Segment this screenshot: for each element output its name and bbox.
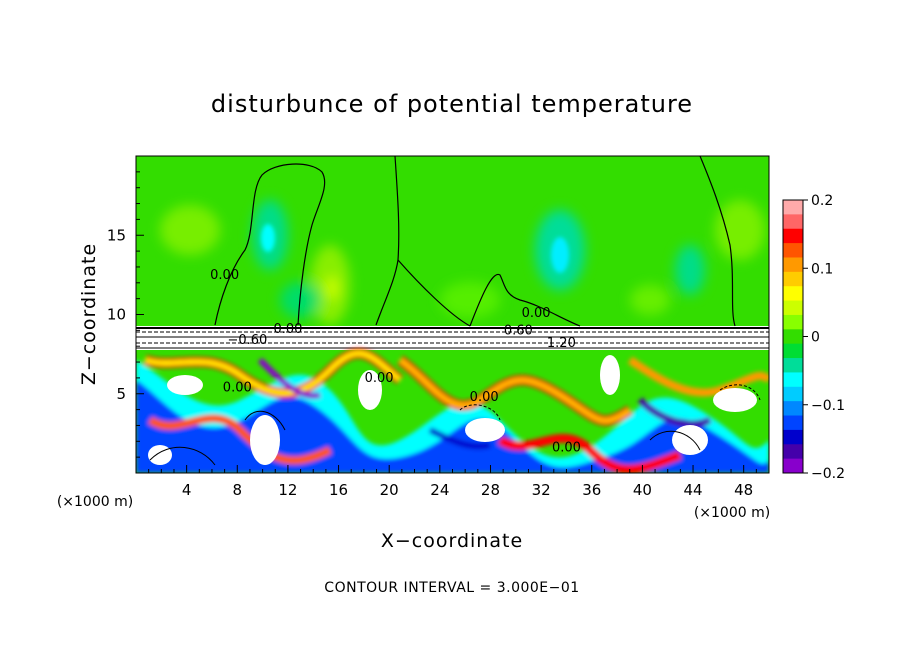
- colorbar-swatch: [783, 372, 803, 388]
- contour-label: 0.00: [210, 268, 239, 283]
- contour-label: 0.00: [223, 380, 252, 395]
- colorbar-swatch: [783, 343, 803, 359]
- x-tick-label: 32: [532, 481, 551, 499]
- colorbar-swatch: [783, 401, 803, 417]
- colorbar-swatch: [783, 214, 803, 230]
- colorbar: 0.2 0.1 0 −0.1 −0.2: [782, 193, 845, 482]
- colorbar-swatch: [783, 386, 803, 402]
- x-tick-label: 44: [683, 481, 702, 499]
- x-tick-label: 24: [430, 481, 449, 499]
- contour-labels: 0.00 0.00 −0.60 0.00 0.60 1.20 0.00 0.00 0.00 0.0…: [210, 268, 581, 456]
- x-tick-label: 28: [481, 481, 500, 499]
- x-tick-label: 12: [278, 481, 297, 499]
- colorbar-swatch: [783, 444, 803, 460]
- colorbar-tick-label: 0.1: [811, 261, 833, 277]
- colorbar-swatch: [783, 358, 803, 373]
- x-tick-label: 20: [380, 481, 399, 499]
- y-tick-label: 5: [116, 385, 126, 403]
- contour-label: 0.00: [470, 390, 499, 405]
- y-axis-label: Z−coordinate: [78, 243, 100, 385]
- colorbar-swatch: [783, 257, 803, 273]
- x-tick-label: 8: [233, 481, 243, 499]
- colorbar-tick-label: −0.1: [811, 398, 845, 414]
- contour-label: 0.00: [522, 306, 551, 321]
- colorbar-swatch: [783, 286, 803, 302]
- colorbar-swatch: [783, 300, 803, 316]
- x-tick-label: 36: [582, 481, 601, 499]
- colorbar-swatch: [783, 314, 803, 330]
- colorbar-swatch: [783, 429, 803, 445]
- colorbar-tick-label: 0: [811, 330, 820, 346]
- x-tick-label: 4: [182, 481, 192, 499]
- x-unit-label: (×1000 m): [694, 505, 770, 521]
- colorbar-swatch: [783, 228, 803, 244]
- x-axis-label: X−coordinate: [381, 530, 523, 552]
- contour-label: 1.20: [547, 336, 576, 351]
- heatmap-field: [136, 156, 769, 473]
- y-tick-label: 15: [107, 226, 126, 244]
- y-unit-label: (×1000 m): [57, 494, 133, 510]
- x-tick-label: 16: [329, 481, 348, 499]
- colorbar-tick-label: 0.2: [811, 193, 833, 209]
- colorbar-swatch: [783, 243, 803, 258]
- contour-label: 0.00: [273, 322, 302, 337]
- contour-label: 0.00: [552, 441, 581, 456]
- chart-title: disturbunce of potential temperature: [211, 90, 693, 118]
- colorbar-swatch: [783, 415, 803, 431]
- x-tick-label: 40: [633, 481, 652, 499]
- colorbar-swatch: [783, 458, 803, 474]
- colorbar-swatch: [783, 200, 803, 215]
- contour-label: 0.00: [365, 371, 394, 386]
- y-tick-label: 10: [107, 306, 126, 324]
- colorbar-swatch: [783, 329, 803, 345]
- contour-label: 0.60: [504, 323, 533, 338]
- colorbar-swatch: [783, 271, 803, 287]
- x-tick-label: 48: [734, 481, 753, 499]
- contour-interval-note: CONTOUR INTERVAL = 3.000E−01: [324, 580, 579, 596]
- colorbar-tick-label: −0.2: [811, 466, 845, 482]
- contour-label: −0.60: [227, 333, 267, 348]
